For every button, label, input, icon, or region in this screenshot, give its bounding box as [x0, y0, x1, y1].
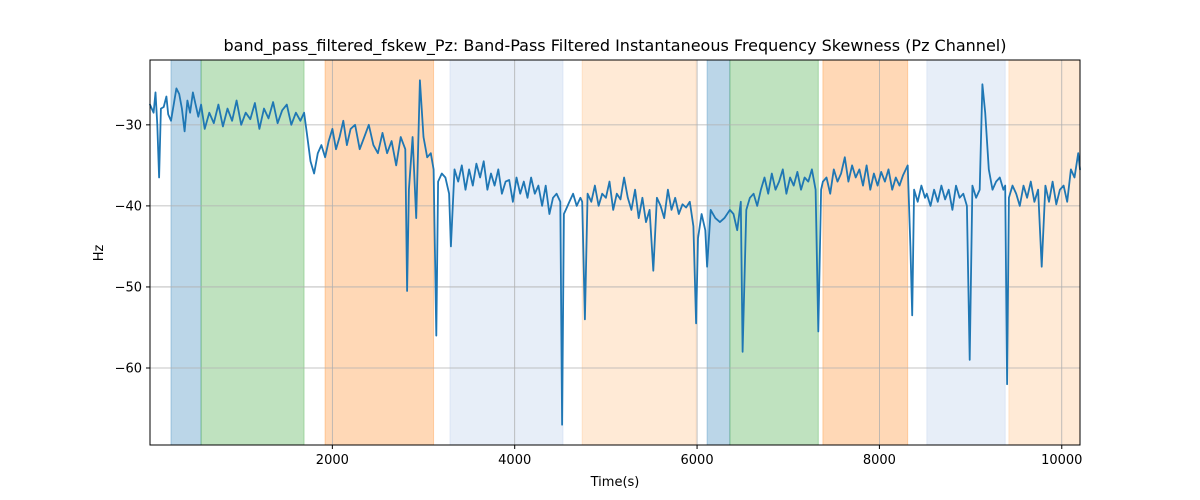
chart-title: band_pass_filtered_fskew_Pz: Band-Pass F… — [224, 36, 1007, 56]
plot-frame — [149, 59, 1081, 446]
highlight-band-9 — [926, 59, 1006, 446]
x-tick-label: 8000 — [863, 453, 896, 468]
highlight-band-8 — [822, 59, 909, 446]
y-tick-label: −60 — [115, 362, 142, 377]
y-tick-label: −30 — [115, 118, 142, 133]
x-tick-label: 6000 — [681, 453, 714, 468]
x-axis: 2000 4000 6000 8000 10000 — [316, 445, 1082, 468]
highlight-bands — [170, 59, 1081, 446]
y-axis: −60 −50 −40 −30 — [115, 118, 150, 377]
y-axis-label: Hz — [92, 245, 107, 262]
highlight-band-4 — [449, 59, 564, 446]
y-tick-label: −50 — [115, 280, 142, 295]
highlight-band-6 — [706, 59, 731, 446]
highlight-band-7 — [729, 59, 819, 446]
series-line-1 — [149, 79, 1081, 426]
highlight-band-5 — [581, 59, 697, 446]
y-tick-label: −40 — [115, 199, 142, 214]
highlight-band-3 — [324, 59, 435, 446]
x-tick-label: 10000 — [1041, 453, 1082, 468]
x-axis-label: Time(s) — [590, 475, 640, 490]
highlight-band-2 — [200, 59, 305, 446]
x-tick-label: 2000 — [316, 453, 349, 468]
series-group — [149, 79, 1081, 426]
x-tick-label: 4000 — [498, 453, 531, 468]
highlight-band-10 — [1008, 59, 1081, 446]
